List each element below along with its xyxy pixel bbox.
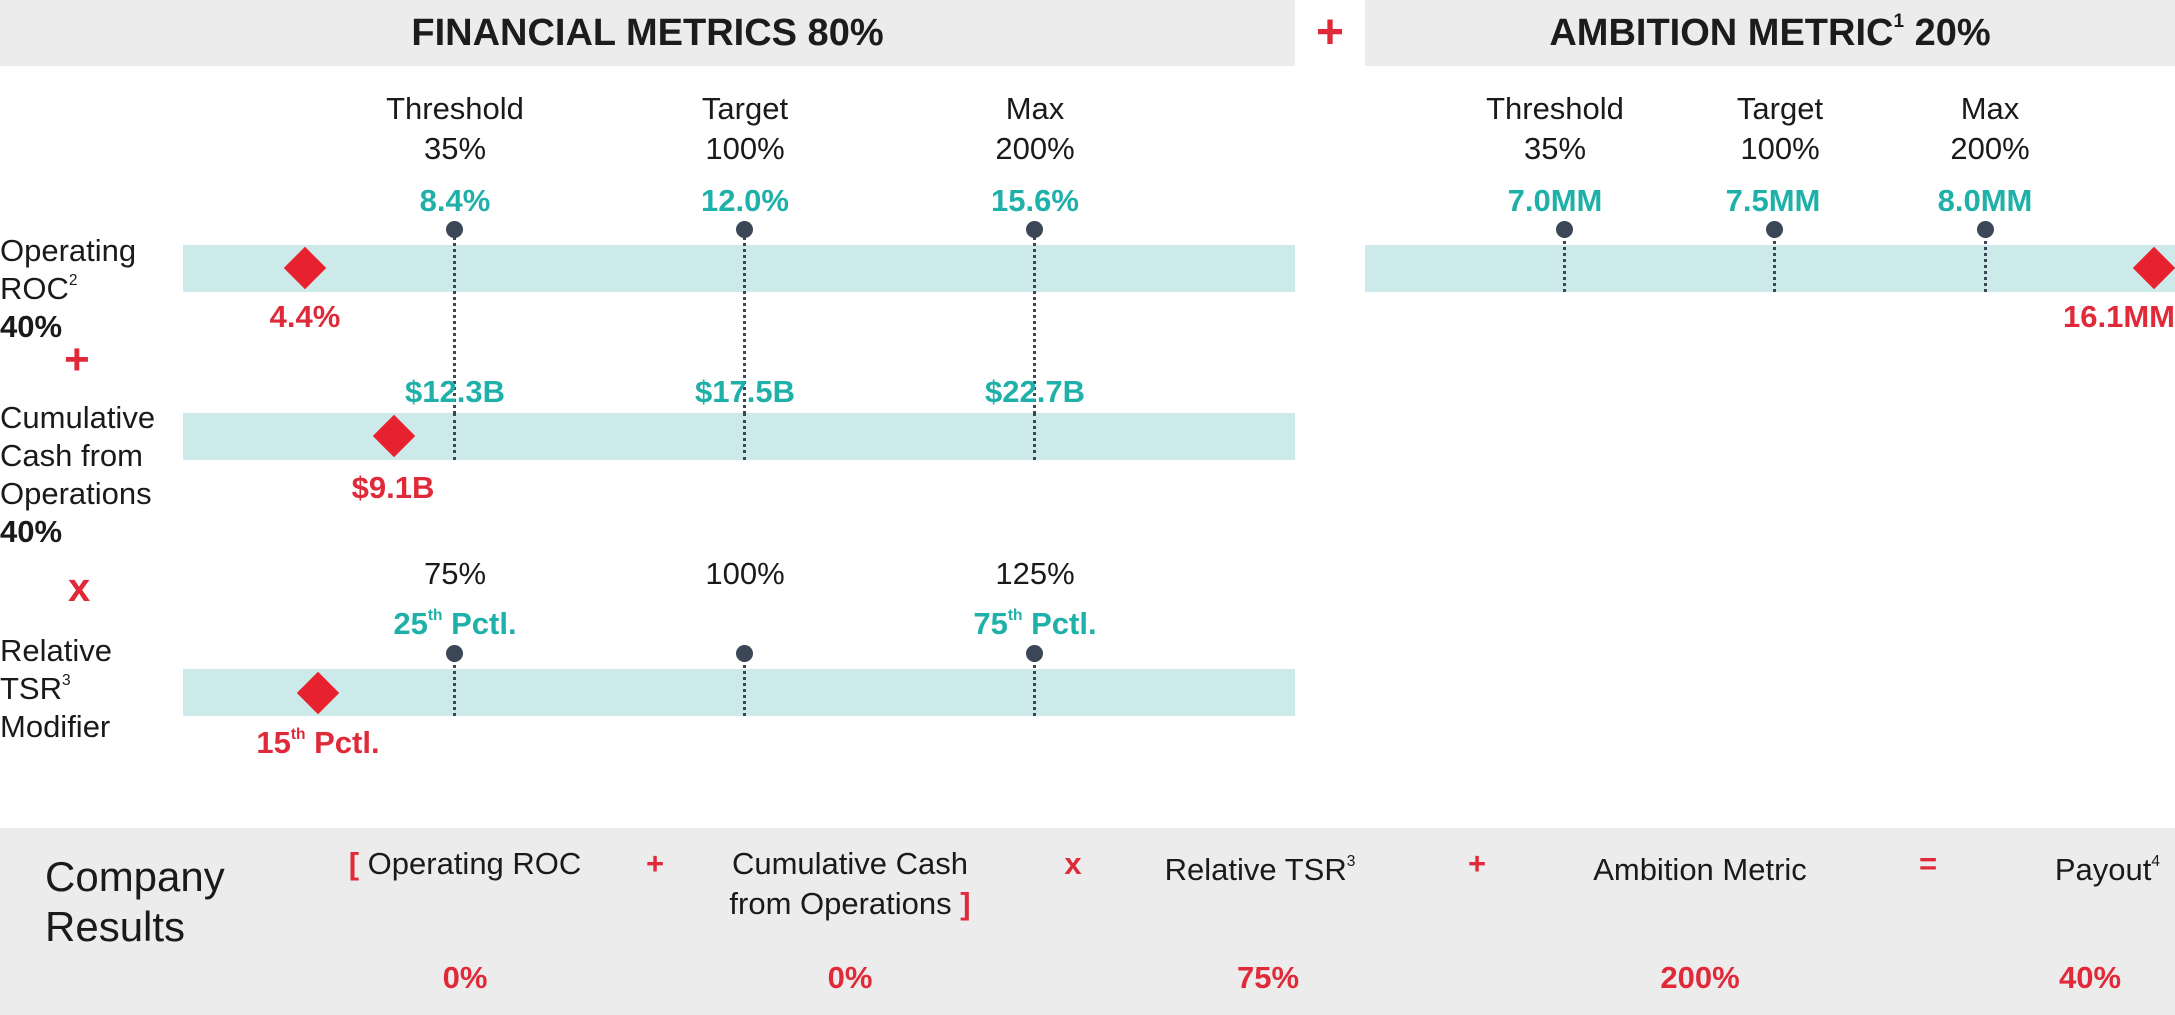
ambition-target-dot	[1766, 221, 1783, 238]
result-cash-pct: 0%	[827, 960, 873, 995]
cash-target-value: $17.5B	[695, 374, 795, 409]
tsr-actual-value: 15th Pctl.	[256, 725, 380, 760]
ambition-threshold-line	[1563, 230, 1566, 292]
result-payout-pct: 40%	[2058, 960, 2122, 995]
result-operating-roc-label: [ Operating ROC	[348, 846, 582, 881]
cash-track	[183, 413, 1295, 460]
ambition-target-value: 7.5MM	[1725, 183, 1821, 218]
target-level-label: Target 100%	[701, 91, 789, 166]
ambition-max-level-label: Max 200%	[1950, 91, 2030, 166]
result-ambition-label: Ambition Metric	[1593, 852, 1807, 887]
company-results-title: Company Results	[45, 853, 225, 950]
roc-target-line	[743, 230, 746, 420]
ambition-target-line	[1773, 230, 1776, 292]
ambition-threshold-value: 7.0MM	[1507, 183, 1603, 218]
open-bracket: [	[348, 846, 360, 881]
result-plus-operator-1: +	[645, 846, 665, 881]
tsr-low-line	[453, 654, 456, 716]
roc-max-value: 15.6%	[991, 183, 1079, 218]
tsr-high-value: 75th Pctl.	[973, 606, 1097, 641]
max-level-label: Max 200%	[995, 91, 1075, 166]
ambition-track	[1365, 245, 2175, 292]
plus-operator-roc-cash: +	[64, 335, 90, 384]
tsr-track	[183, 669, 1295, 716]
ambition-max-line	[1984, 230, 1987, 292]
tsr-mid-line	[743, 654, 746, 716]
roc-threshold-dot	[446, 221, 463, 238]
times-operator-cash-tsr: x	[68, 566, 91, 610]
roc-threshold-value: 8.4%	[419, 183, 491, 218]
tsr-mid-dot	[736, 645, 753, 662]
cash-threshold-value: $12.3B	[405, 374, 505, 409]
ambition-metric-header: AMBITION METRIC1 20%	[1365, 0, 2175, 66]
header-plus-operator: +	[1315, 6, 1345, 59]
tsr-mid-modifier: 100%	[705, 556, 785, 591]
result-times-operator: x	[1064, 846, 1082, 881]
roc-max-dot	[1026, 221, 1043, 238]
financial-metrics-title: FINANCIAL METRICS 80%	[411, 11, 884, 54]
financial-metrics-header: FINANCIAL METRICS 80%	[0, 0, 1295, 66]
cash-actual-value: $9.1B	[351, 470, 435, 505]
ambition-target-level-label: Target 100%	[1736, 91, 1824, 166]
roc-max-line	[1033, 230, 1036, 420]
tsr-high-dot	[1026, 645, 1043, 662]
ambition-metric-title: AMBITION METRIC1 20%	[1549, 11, 1991, 54]
threshold-level-label: Threshold 35%	[386, 91, 524, 166]
result-payout-label: Payout4	[2054, 852, 2160, 887]
company-results-panel: Company Results [ Operating ROC + Cumula…	[0, 828, 2175, 1015]
ambition-threshold-dot	[1556, 221, 1573, 238]
roc-threshold-line	[453, 230, 456, 420]
ambition-max-value: 8.0MM	[1937, 183, 2033, 218]
result-tsr-label: Relative TSR3	[1164, 852, 1356, 887]
cash-threshold-line-lower	[453, 413, 456, 460]
cash-max-line-lower	[1033, 413, 1036, 460]
close-bracket: ]	[960, 886, 971, 921]
cumulative-cash-label: Cumulative Cash from Operations 40%	[0, 400, 156, 549]
result-roc-pct: 0%	[442, 960, 488, 995]
roc-target-dot	[736, 221, 753, 238]
roc-track	[183, 245, 1295, 292]
result-cash-label: Cumulative Cash from Operations ]	[729, 846, 971, 921]
roc-actual-value: 4.4%	[269, 299, 341, 334]
tsr-low-dot	[446, 645, 463, 662]
tsr-high-line	[1033, 654, 1036, 716]
result-tsr-pct: 75%	[1236, 960, 1300, 995]
tsr-low-modifier: 75%	[423, 556, 487, 591]
result-ambition-pct: 200%	[1660, 960, 1740, 995]
cash-target-line-lower	[743, 413, 746, 460]
ambition-max-dot	[1977, 221, 1994, 238]
operating-roc-label: Operating ROC2 40%	[0, 233, 137, 344]
cash-max-value: $22.7B	[985, 374, 1085, 409]
relative-tsr-label: Relative TSR3 Modifier	[0, 633, 112, 744]
ambition-actual-value: 16.1MM	[2063, 299, 2175, 334]
result-plus-operator-2: +	[1467, 846, 1487, 881]
tsr-high-modifier: 125%	[995, 556, 1075, 591]
result-equals-operator: =	[1918, 846, 1938, 881]
tsr-low-value: 25th Pctl.	[393, 606, 517, 641]
ambition-threshold-level-label: Threshold 35%	[1486, 91, 1624, 166]
roc-target-value: 12.0%	[701, 183, 789, 218]
